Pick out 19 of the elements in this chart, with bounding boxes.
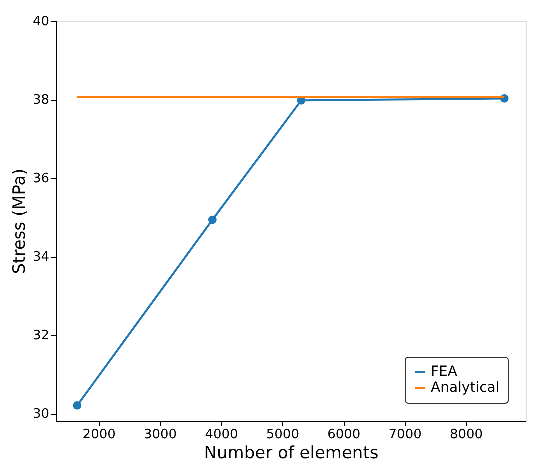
x-tick-label: 3000	[144, 428, 178, 442]
x-tick-label: 4000	[205, 428, 238, 442]
y-tick-label: 40	[32, 14, 50, 30]
y-tick-label: 34	[32, 250, 50, 266]
point	[73, 402, 82, 410]
x-tick-label: 8000	[450, 428, 484, 442]
legend-label: Analytical	[431, 380, 500, 396]
x-tick-label: 7000	[388, 428, 422, 442]
point	[208, 216, 217, 224]
y-tick-label: 32	[32, 328, 50, 344]
y-axis-title: Stress (MPa)	[10, 168, 30, 274]
y-tick-label: 38	[32, 93, 50, 108]
x-tick-label: 2000	[82, 428, 116, 442]
x-axis-title: Number of elements	[204, 444, 379, 464]
x-tick-label: 5000	[266, 428, 300, 442]
legend-label: FEA	[431, 364, 458, 380]
y-tick-label: 36	[32, 172, 50, 187]
y-tick-label: 30	[32, 407, 50, 422]
x-tick-label: 6000	[328, 428, 361, 442]
